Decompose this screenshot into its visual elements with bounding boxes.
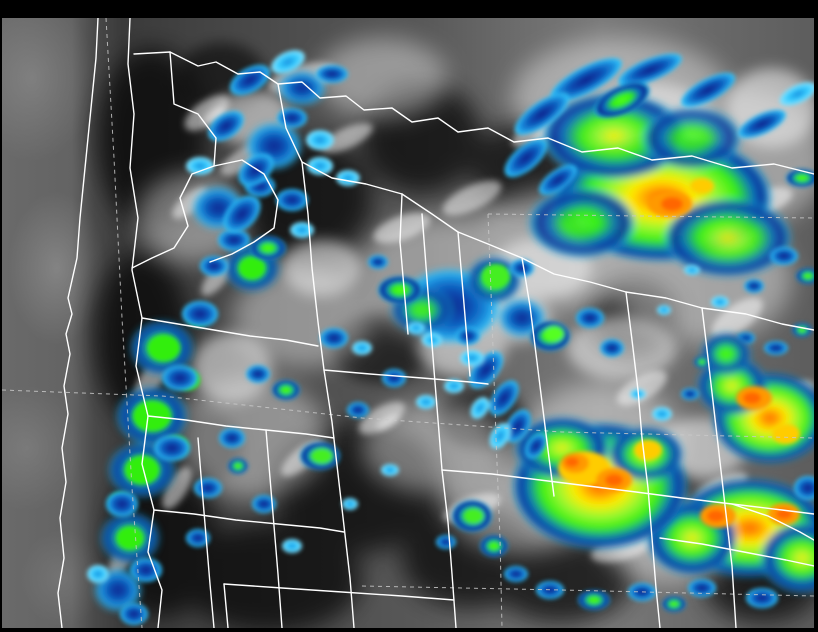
image-title: GOES16 ABI Canal 13 2021/02/10 17:00:10H… — [0, 0, 818, 18]
cluster-center-diagonal — [444, 350, 547, 459]
cluster-north-blue-field — [186, 50, 360, 276]
satellite-image-canvas — [2, 18, 814, 628]
convective-color-cells — [87, 50, 814, 625]
